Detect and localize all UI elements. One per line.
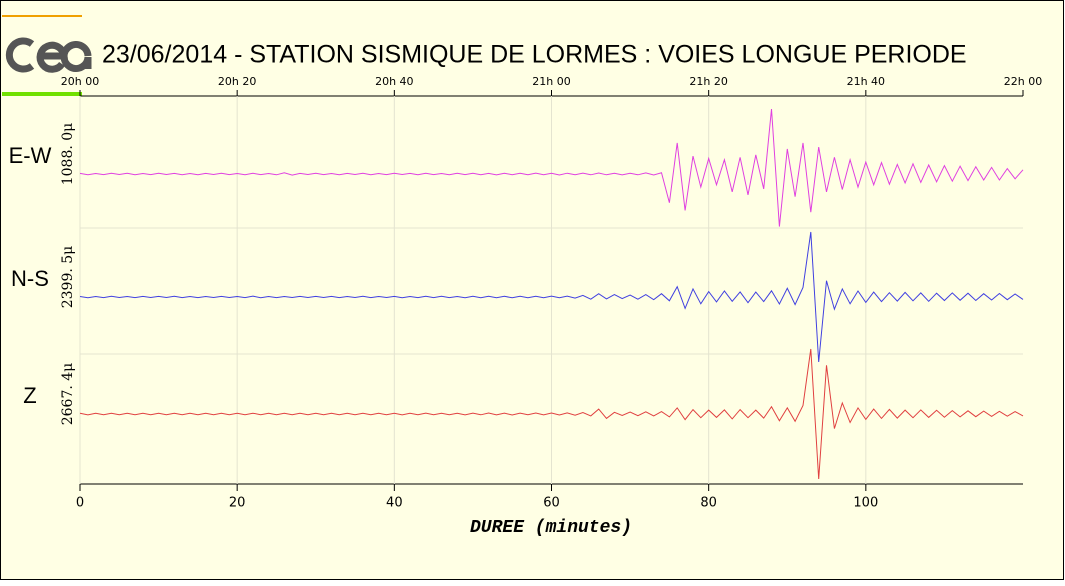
logo-c: [5, 37, 35, 73]
x-tick-label: 0: [76, 496, 84, 511]
logo-a: [60, 41, 92, 72]
logo-e: [36, 41, 68, 73]
trace-scale: 2667. 4μ: [60, 363, 76, 426]
x-axis-title: DUREE (minutes): [470, 518, 632, 538]
trace: [79, 231, 1024, 363]
trace-name: E-W: [9, 143, 52, 168]
x-tick-label: 20: [229, 496, 246, 511]
logo: [5, 37, 92, 73]
x-tick-label: 40: [386, 496, 403, 511]
trace-name: N-S: [11, 266, 49, 291]
trace-scale: 2399. 5μ: [60, 246, 76, 309]
x-tick-label: 60: [543, 496, 560, 511]
trace: [79, 348, 1024, 480]
top-tick-label: 20h 00: [61, 75, 99, 88]
trace: [79, 108, 1024, 227]
top-tick-label: 22h 00: [1004, 75, 1042, 88]
top-tick-label: 20h 40: [375, 75, 413, 88]
top-tick-label: 20h 20: [218, 75, 256, 88]
x-tick-label: 80: [700, 496, 717, 511]
x-tick-label: 100: [853, 496, 878, 511]
trace-scale: 1088. 0μ: [60, 123, 76, 186]
top-tick-label: 21h 20: [689, 75, 727, 88]
top-tick-label: 21h 00: [532, 75, 570, 88]
top-tick-label: 21h 40: [847, 75, 885, 88]
trace-name: Z: [23, 383, 36, 408]
chart-title: 23/06/2014 - STATION SISMIQUE DE LORMES …: [102, 41, 967, 69]
